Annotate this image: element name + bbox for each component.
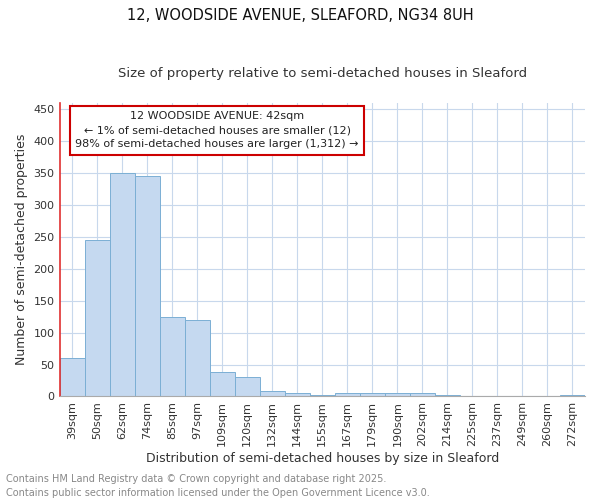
Bar	[310, 394, 335, 396]
Bar	[160, 316, 185, 396]
Text: 12 WOODSIDE AVENUE: 42sqm
← 1% of semi-detached houses are smaller (12)
98% of s: 12 WOODSIDE AVENUE: 42sqm ← 1% of semi-d…	[76, 112, 359, 150]
Bar	[410, 394, 435, 396]
Bar	[335, 394, 360, 396]
Bar	[59, 358, 85, 397]
Bar	[435, 394, 460, 396]
Text: Contains HM Land Registry data © Crown copyright and database right 2025.
Contai: Contains HM Land Registry data © Crown c…	[6, 474, 430, 498]
X-axis label: Distribution of semi-detached houses by size in Sleaford: Distribution of semi-detached houses by …	[146, 452, 499, 465]
Title: Size of property relative to semi-detached houses in Sleaford: Size of property relative to semi-detach…	[118, 68, 527, 80]
Bar	[209, 372, 235, 396]
Bar	[560, 394, 585, 396]
Bar	[134, 176, 160, 396]
Bar	[360, 392, 385, 396]
Bar	[385, 392, 410, 396]
Bar	[260, 392, 285, 396]
Text: 12, WOODSIDE AVENUE, SLEAFORD, NG34 8UH: 12, WOODSIDE AVENUE, SLEAFORD, NG34 8UH	[127, 8, 473, 22]
Bar	[235, 378, 260, 396]
Y-axis label: Number of semi-detached properties: Number of semi-detached properties	[15, 134, 28, 365]
Bar	[85, 240, 110, 396]
Bar	[285, 392, 310, 396]
Bar	[185, 320, 209, 396]
Bar	[110, 173, 134, 396]
